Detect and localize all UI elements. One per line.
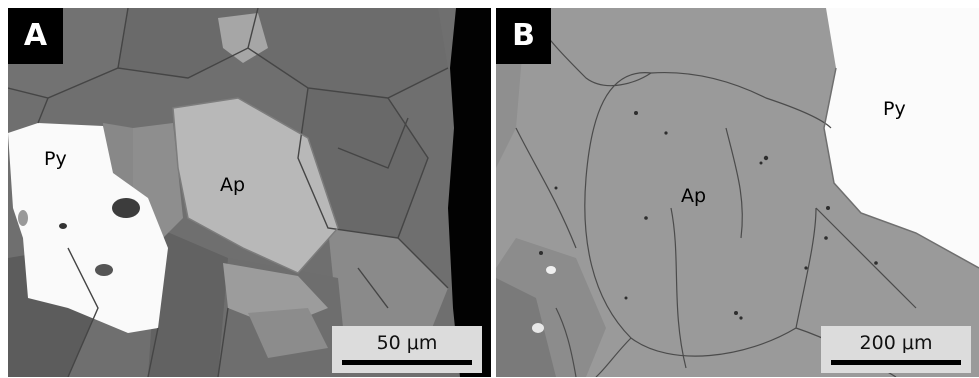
panel-a-scale-bar: 50 μm (332, 326, 482, 373)
panel-a-pyrite-label: Py (44, 148, 67, 170)
panel-b-scale-bar-label: 200 μm (859, 332, 933, 354)
panel-a-letter: A (8, 8, 63, 64)
panel-a-scale-bar-line (342, 360, 472, 365)
panel-b-letter: B (496, 8, 551, 64)
panel-b-scale-bar-line (831, 360, 961, 365)
panel-b-pyrite-label: Py (883, 98, 906, 120)
panel-b-apatite-label: Ap (681, 185, 707, 207)
panel-a-scale-bar-label: 50 μm (376, 332, 438, 354)
panel-a-bse-image (8, 8, 491, 377)
panel-a-micrograph: A Py Ap 50 μm (8, 8, 491, 377)
panel-a-apatite-label: Ap (220, 174, 246, 196)
panel-b-scale-bar: 200 μm (821, 326, 971, 373)
panel-b-bse-image (496, 8, 979, 377)
panel-b-micrograph: B Py Ap 200 μm (496, 8, 979, 377)
